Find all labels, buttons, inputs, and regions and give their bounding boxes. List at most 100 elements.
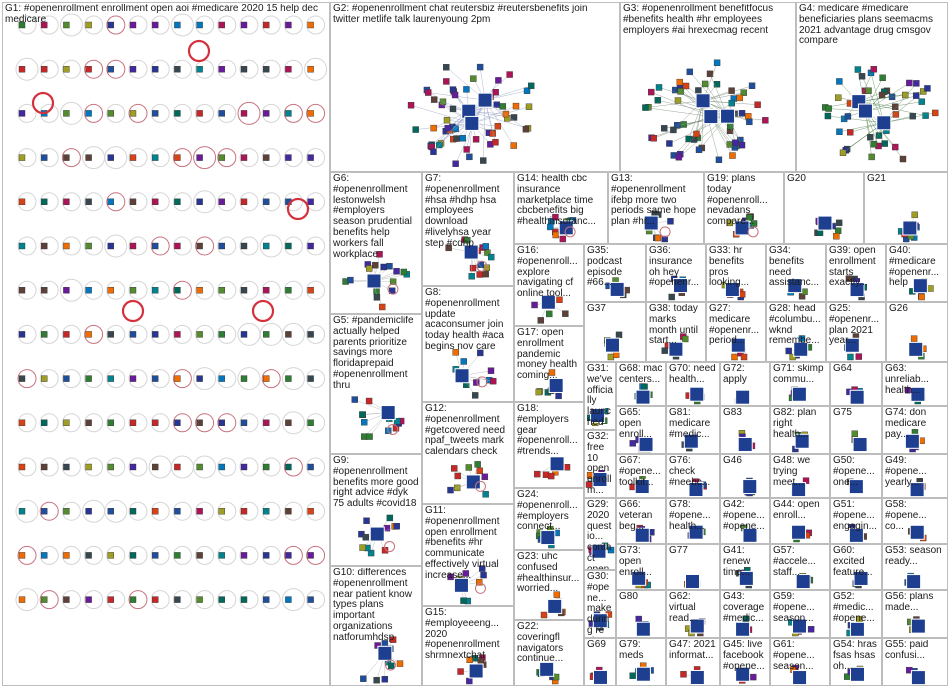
group-label-g3: G3: #openenrollment benefitfocus #benefi… [623,4,776,36]
node [285,331,292,338]
node [18,198,26,206]
self-loop [306,590,326,610]
group-panel-g36: G36: insurance oh hey #openenr... [646,244,706,302]
node [362,534,370,541]
node [447,573,454,581]
node [18,596,26,603]
hub-node [703,109,719,125]
node [307,419,314,426]
node [389,278,397,285]
group-panel-g14: G14: health cbc insurance marketplace ti… [514,172,608,244]
self-loop [195,413,215,433]
node [107,375,115,382]
hub-node [849,389,865,405]
self-loop [39,501,59,521]
self-loop [239,280,259,300]
self-loop [17,192,37,212]
self-loop [281,367,305,391]
node [867,133,874,141]
node [218,154,226,161]
hub-node [685,573,701,589]
node [240,21,248,29]
node [351,396,358,403]
node [745,113,752,120]
self-loop [128,590,148,610]
self-loop [106,59,126,79]
node [285,21,292,29]
node [430,96,438,103]
self-loop [172,324,192,344]
node [360,675,367,682]
node [615,331,623,339]
hub-node [792,670,808,685]
node [107,463,115,471]
node [285,110,292,117]
edge [701,100,704,148]
node [522,126,530,133]
node [453,135,460,142]
node [361,419,368,426]
self-loop [128,324,148,344]
self-loop [384,541,396,553]
node [492,139,499,146]
node [482,243,489,250]
self-loop [217,369,237,389]
self-loop [387,283,399,295]
node [472,136,480,143]
node [685,135,692,143]
self-loop [39,413,59,433]
hub-node [591,543,607,559]
self-loop [239,236,259,256]
self-loop [217,457,237,477]
self-loop [61,324,81,344]
node [682,335,689,343]
node [359,411,366,418]
group-label-g48: G48: we trying meet... [773,456,814,488]
group-panel-g73: G73: open enroll... [616,544,666,590]
hub-node [592,613,608,629]
hub-node [849,621,865,637]
self-loop [283,236,303,256]
node [263,21,270,29]
node [240,552,248,559]
node [218,198,226,206]
group-graph-g50 [847,478,864,495]
node [476,63,484,71]
group-label-g50: G50: #opene... one... [833,456,878,488]
node [836,128,843,135]
group-label-g76: G76: check #neebc... [669,456,711,488]
group-graph-g83 [737,429,756,452]
node [41,198,48,206]
group-graph-g48 [791,477,810,497]
self-loop [306,324,326,344]
node [742,615,750,622]
self-loop [128,545,148,565]
node [480,571,487,579]
node [726,141,734,148]
hub-node [902,220,918,236]
group-graph-g31 [586,407,609,427]
hub-node [735,389,751,405]
node [218,508,226,515]
group-label-g40: G40: #medicare #openenr... help [889,246,942,289]
group-panel-g28: G28: head #columbu... wknd remembe... [766,302,826,362]
node [499,103,507,110]
group-label-g15: G15: #employeeeng... 2020 #openenrollmen… [425,608,503,662]
group-panel-g13: G13: #openenrollment ifebp more two peri… [608,172,704,244]
node [41,154,48,161]
node [240,66,248,73]
self-loop [61,236,81,256]
node [443,116,451,124]
group-graph-g73 [631,570,652,589]
node [263,154,270,161]
node [847,129,854,136]
group-panel-g40: G40: #medicare #openenr... help [886,244,948,302]
group-label-g41: G41: renew time... [723,546,754,578]
self-loop [283,457,303,477]
node [482,270,489,278]
node [218,331,226,338]
self-loop [172,413,192,433]
self-loop [217,148,237,168]
node [41,508,48,515]
edge [484,100,514,146]
